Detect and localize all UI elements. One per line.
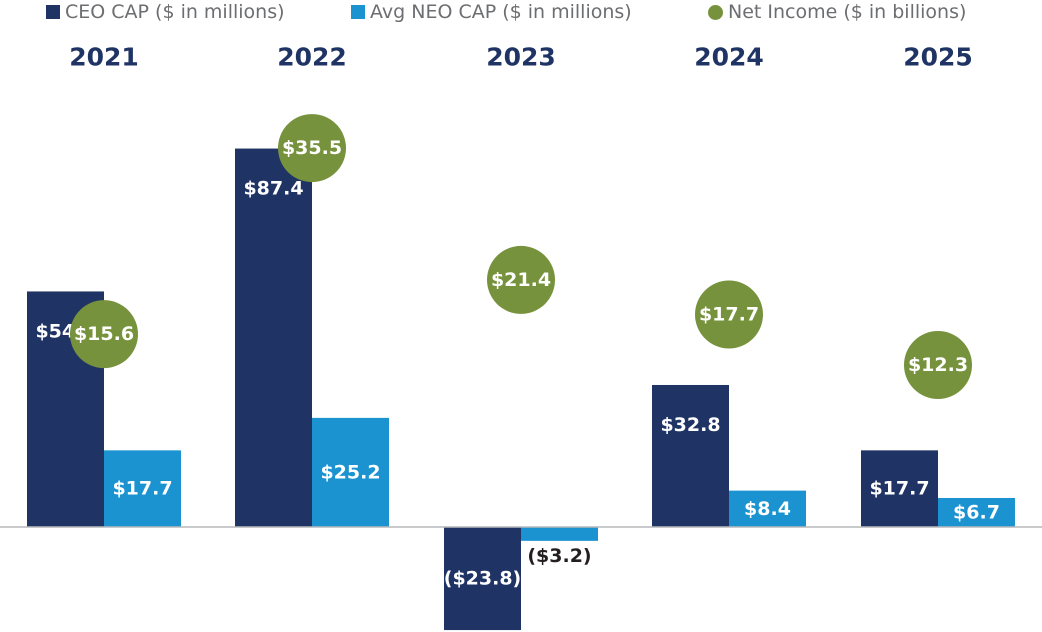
category-label-2022: 2022	[277, 43, 347, 72]
bar-neo-2025	[938, 497, 1015, 527]
data-label-net-income-2023: $21.4	[491, 269, 551, 291]
bar-neo-2021	[104, 450, 181, 527]
legend-swatch-avg-neo-cap	[351, 5, 365, 19]
legend: CEO CAP ($ in millions) Avg NEO CAP ($ i…	[0, 0, 1042, 24]
bar-neo-2023	[521, 527, 598, 541]
category-label-2023: 2023	[486, 43, 556, 72]
bar-ceo-2022	[235, 148, 312, 528]
category-label-2024: 2024	[694, 43, 764, 72]
bar-ceo-2023	[444, 527, 521, 631]
legend-swatch-net-income	[708, 4, 723, 20]
data-label-neo-2023: ($3.2)	[527, 545, 591, 567]
legend-item-ceo-cap: CEO CAP ($ in millions)	[46, 1, 285, 23]
bar-ceo-2025	[861, 450, 938, 527]
data-label-neo-2025: $6.7	[953, 501, 1000, 523]
data-label-net-income-2021: $15.6	[74, 323, 134, 345]
marker-net-income-2024	[695, 280, 763, 349]
marker-net-income-2022	[278, 114, 346, 183]
bar-neo-2024	[729, 490, 806, 527]
legend-label-ceo-cap: CEO CAP ($ in millions)	[65, 1, 285, 23]
marker-net-income-2021	[70, 300, 138, 369]
marker-net-income-2025	[904, 330, 972, 399]
legend-label-avg-neo-cap: Avg NEO CAP ($ in millions)	[370, 1, 632, 23]
data-label-ceo-2025: $17.7	[869, 478, 929, 500]
legend-item-net-income: Net Income ($ in billions)	[708, 1, 966, 23]
legend-label-net-income: Net Income ($ in billions)	[728, 1, 967, 23]
data-label-neo-2021: $17.7	[112, 478, 172, 500]
bar-ceo-2024	[652, 384, 729, 527]
data-label-ceo-2024: $32.8	[660, 414, 720, 436]
data-label-net-income-2025: $12.3	[908, 354, 968, 376]
legend-swatch-ceo-cap	[46, 5, 60, 19]
category-label-2021: 2021	[69, 43, 139, 72]
legend-item-avg-neo-cap: Avg NEO CAP ($ in millions)	[351, 1, 632, 23]
data-label-ceo-2022: $87.4	[243, 178, 303, 200]
bar-neo-2022	[312, 417, 389, 527]
data-label-ceo-2023: ($23.8)	[444, 568, 521, 590]
marker-net-income-2023	[487, 245, 555, 314]
data-label-neo-2022: $25.2	[320, 461, 380, 483]
category-label-2025: 2025	[903, 43, 973, 72]
data-label-net-income-2022: $35.5	[282, 137, 342, 159]
data-label-neo-2024: $8.4	[744, 498, 791, 520]
data-label-net-income-2024: $17.7	[699, 304, 759, 326]
